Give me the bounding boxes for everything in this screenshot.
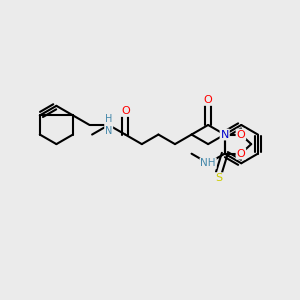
- Text: N: N: [220, 130, 229, 140]
- Text: O: O: [121, 106, 130, 116]
- Text: O: O: [204, 95, 212, 105]
- Text: S: S: [215, 173, 222, 183]
- Text: O: O: [236, 149, 245, 159]
- Text: NH: NH: [200, 158, 216, 168]
- Text: H
N: H N: [105, 114, 112, 136]
- Text: O: O: [236, 130, 245, 140]
